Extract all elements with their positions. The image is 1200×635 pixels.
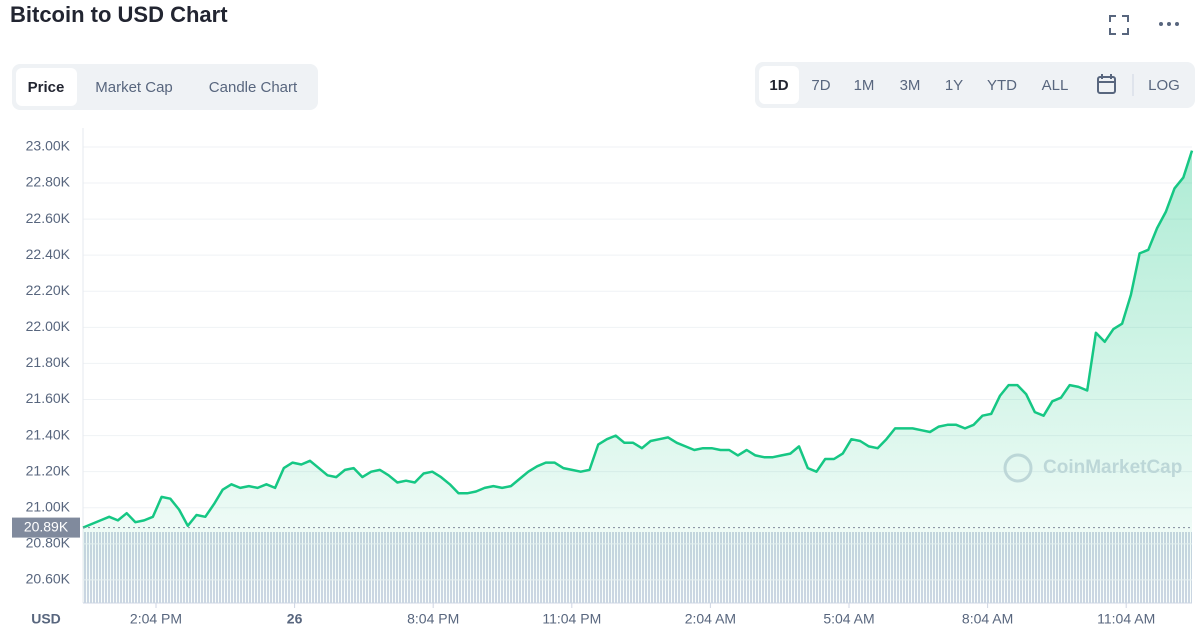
y-tick-label: 22.80K [26, 174, 71, 190]
fullscreen-icon[interactable] [1109, 15, 1129, 35]
y-tick-label: 21.20K [26, 462, 71, 478]
tab-selected [16, 68, 77, 106]
tab[interactable]: Market Cap [95, 79, 173, 96]
range-button[interactable]: ALL [1042, 77, 1069, 94]
y-axis-label: USD [31, 611, 61, 627]
reference-label: 20.89K [24, 518, 69, 534]
x-tick-label: 5:04 AM [823, 611, 874, 627]
x-tick-label: 26 [287, 611, 303, 627]
tab-bar [12, 64, 318, 110]
x-tick-label: 2:04 AM [685, 611, 736, 627]
y-tick-label: 21.80K [26, 354, 71, 370]
y-tick-label: 22.00K [26, 318, 71, 334]
range-selected [759, 66, 799, 104]
range-button[interactable]: 1Y [945, 77, 963, 94]
y-tick-label: 22.60K [26, 210, 71, 226]
x-tick-label: 11:04 AM [1097, 611, 1155, 627]
y-tick-label: 21.60K [26, 390, 71, 406]
range-button[interactable]: 1M [854, 77, 875, 94]
price-line [82, 150, 1194, 529]
tab[interactable]: Candle Chart [209, 79, 298, 96]
range-button[interactable]: 1D [769, 77, 788, 94]
y-tick-label: 20.60K [26, 571, 71, 587]
tab[interactable]: Price [28, 79, 65, 96]
x-tick-label: 8:04 PM [407, 611, 459, 627]
log-toggle[interactable]: LOG [1148, 77, 1180, 94]
x-tick-label: 8:04 AM [962, 611, 1013, 627]
calendar-icon[interactable] [1097, 74, 1116, 94]
y-tick-label: 22.20K [26, 282, 71, 298]
y-tick-label: 21.00K [26, 498, 71, 514]
y-tick-label: 20.80K [26, 535, 71, 551]
y-tick-label: 23.00K [26, 138, 71, 154]
price-area [83, 150, 1192, 603]
y-tick-label: 21.40K [26, 426, 71, 442]
x-tick-label: 11:04 PM [542, 611, 601, 627]
reference-badge [12, 517, 80, 538]
x-tick-label: 2:04 PM [130, 611, 182, 627]
chart-title: Bitcoin to USD Chart [10, 2, 228, 27]
range-button[interactable]: 7D [811, 77, 830, 94]
more-icon[interactable] [1159, 22, 1179, 26]
range-button[interactable]: YTD [987, 77, 1017, 94]
range-button[interactable]: 3M [900, 77, 921, 94]
range-bar [755, 62, 1195, 108]
y-tick-label: 22.40K [26, 246, 71, 262]
